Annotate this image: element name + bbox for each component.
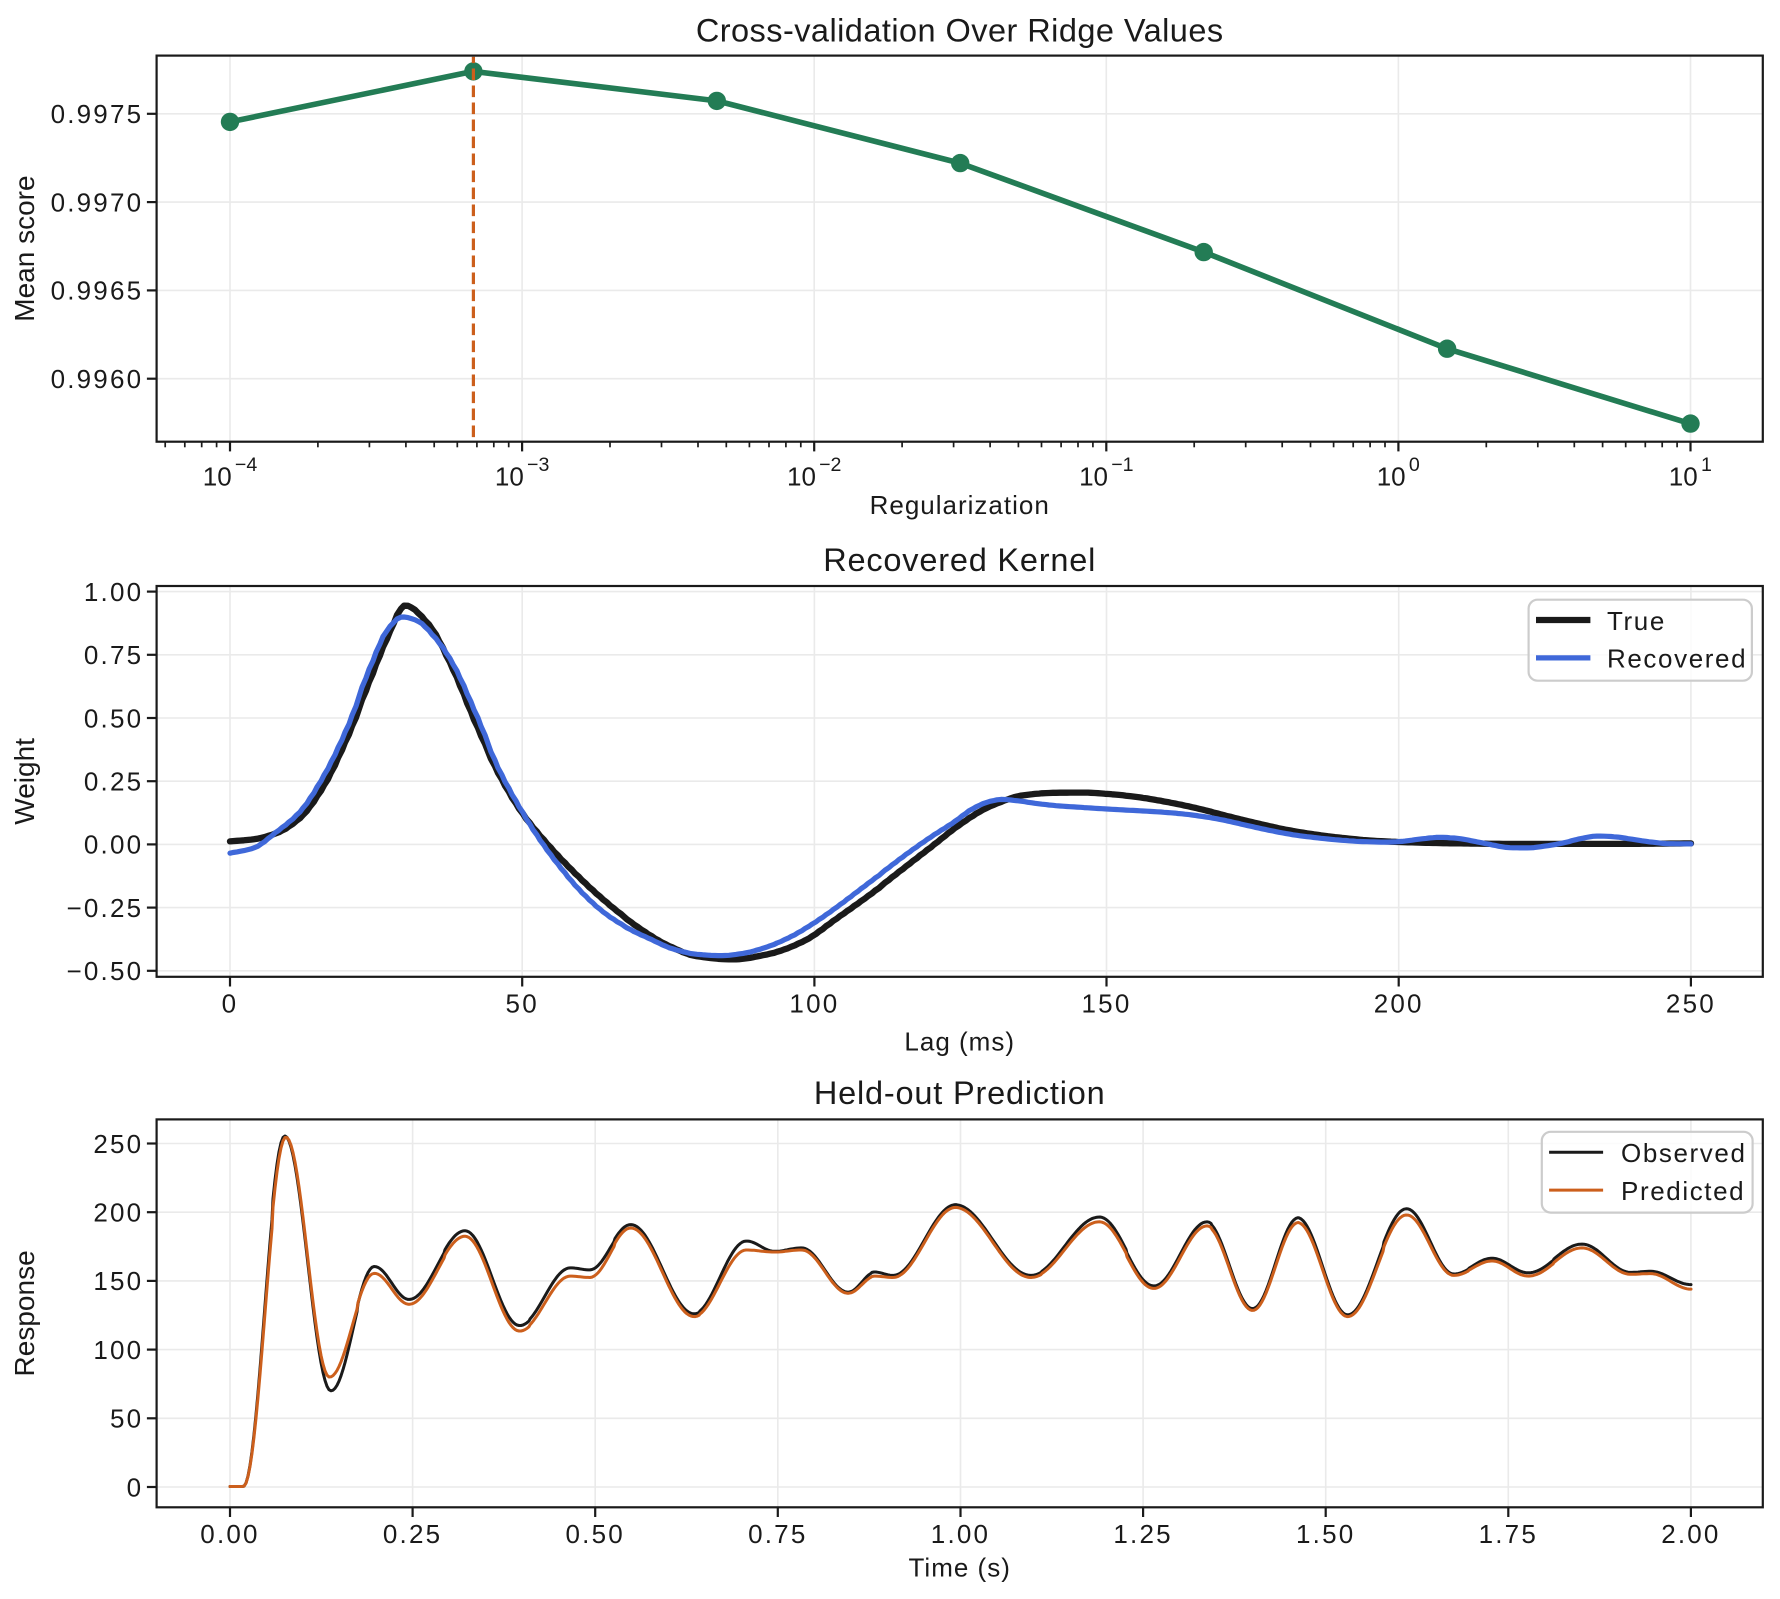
svg-text:Held-out Prediction: Held-out Prediction xyxy=(814,1075,1106,1111)
svg-text:0: 0 xyxy=(222,989,239,1019)
svg-text:−0.25: −0.25 xyxy=(67,893,144,923)
svg-text:0.9960: 0.9960 xyxy=(51,364,144,394)
svg-text:Recovered: Recovered xyxy=(1607,644,1747,674)
svg-text:0.50: 0.50 xyxy=(84,703,143,733)
svg-text:−2: −2 xyxy=(819,454,841,476)
svg-text:100: 100 xyxy=(93,1335,143,1365)
svg-text:0.50: 0.50 xyxy=(565,1519,624,1549)
svg-text:10: 10 xyxy=(203,462,232,492)
svg-text:0.75: 0.75 xyxy=(748,1519,807,1549)
svg-text:1.50: 1.50 xyxy=(1296,1519,1355,1549)
svg-text:True: True xyxy=(1607,606,1666,636)
svg-text:10: 10 xyxy=(1669,462,1698,492)
svg-text:Response: Response xyxy=(9,1250,40,1376)
svg-text:150: 150 xyxy=(93,1266,143,1296)
svg-text:1.25: 1.25 xyxy=(1113,1519,1172,1549)
svg-text:Predicted: Predicted xyxy=(1621,1176,1745,1206)
svg-text:10: 10 xyxy=(1079,462,1108,492)
svg-text:−4: −4 xyxy=(235,454,257,476)
svg-text:1.00: 1.00 xyxy=(931,1519,990,1549)
svg-text:Observed: Observed xyxy=(1621,1138,1747,1168)
svg-text:250: 250 xyxy=(1666,989,1716,1019)
svg-text:0.9965: 0.9965 xyxy=(51,276,144,306)
svg-text:100: 100 xyxy=(789,989,839,1019)
svg-text:1.75: 1.75 xyxy=(1479,1519,1538,1549)
svg-text:10: 10 xyxy=(1377,462,1406,492)
svg-text:−1: −1 xyxy=(1111,454,1133,476)
svg-text:200: 200 xyxy=(93,1198,143,1228)
svg-text:2.00: 2.00 xyxy=(1661,1519,1720,1549)
svg-text:200: 200 xyxy=(1374,989,1424,1019)
svg-text:−3: −3 xyxy=(527,454,549,476)
svg-text:10: 10 xyxy=(495,462,524,492)
svg-text:10: 10 xyxy=(787,462,816,492)
svg-text:−0.50: −0.50 xyxy=(67,956,144,986)
svg-text:0.9970: 0.9970 xyxy=(51,187,144,217)
svg-text:0: 0 xyxy=(127,1472,144,1502)
svg-text:150: 150 xyxy=(1082,989,1132,1019)
svg-text:0.9975: 0.9975 xyxy=(51,99,144,129)
svg-text:0.25: 0.25 xyxy=(383,1519,442,1549)
svg-text:Regularization: Regularization xyxy=(870,490,1050,520)
svg-text:0: 0 xyxy=(1409,454,1420,476)
svg-text:Lag (ms): Lag (ms) xyxy=(904,1027,1015,1057)
svg-text:250: 250 xyxy=(93,1129,143,1159)
svg-text:50: 50 xyxy=(110,1404,143,1434)
svg-text:Weight: Weight xyxy=(9,738,40,825)
svg-text:Mean score: Mean score xyxy=(9,175,40,321)
svg-text:0.25: 0.25 xyxy=(84,767,143,797)
svg-text:50: 50 xyxy=(506,989,539,1019)
svg-text:1: 1 xyxy=(1701,454,1712,476)
svg-text:Cross-validation Over Ridge Va: Cross-validation Over Ridge Values xyxy=(696,12,1224,48)
svg-text:1.00: 1.00 xyxy=(84,577,143,607)
svg-text:Recovered Kernel: Recovered Kernel xyxy=(823,542,1096,578)
svg-text:0.00: 0.00 xyxy=(200,1519,259,1549)
svg-text:Time (s): Time (s) xyxy=(909,1553,1011,1583)
svg-text:0.75: 0.75 xyxy=(84,640,143,670)
svg-text:0.00: 0.00 xyxy=(84,830,143,860)
